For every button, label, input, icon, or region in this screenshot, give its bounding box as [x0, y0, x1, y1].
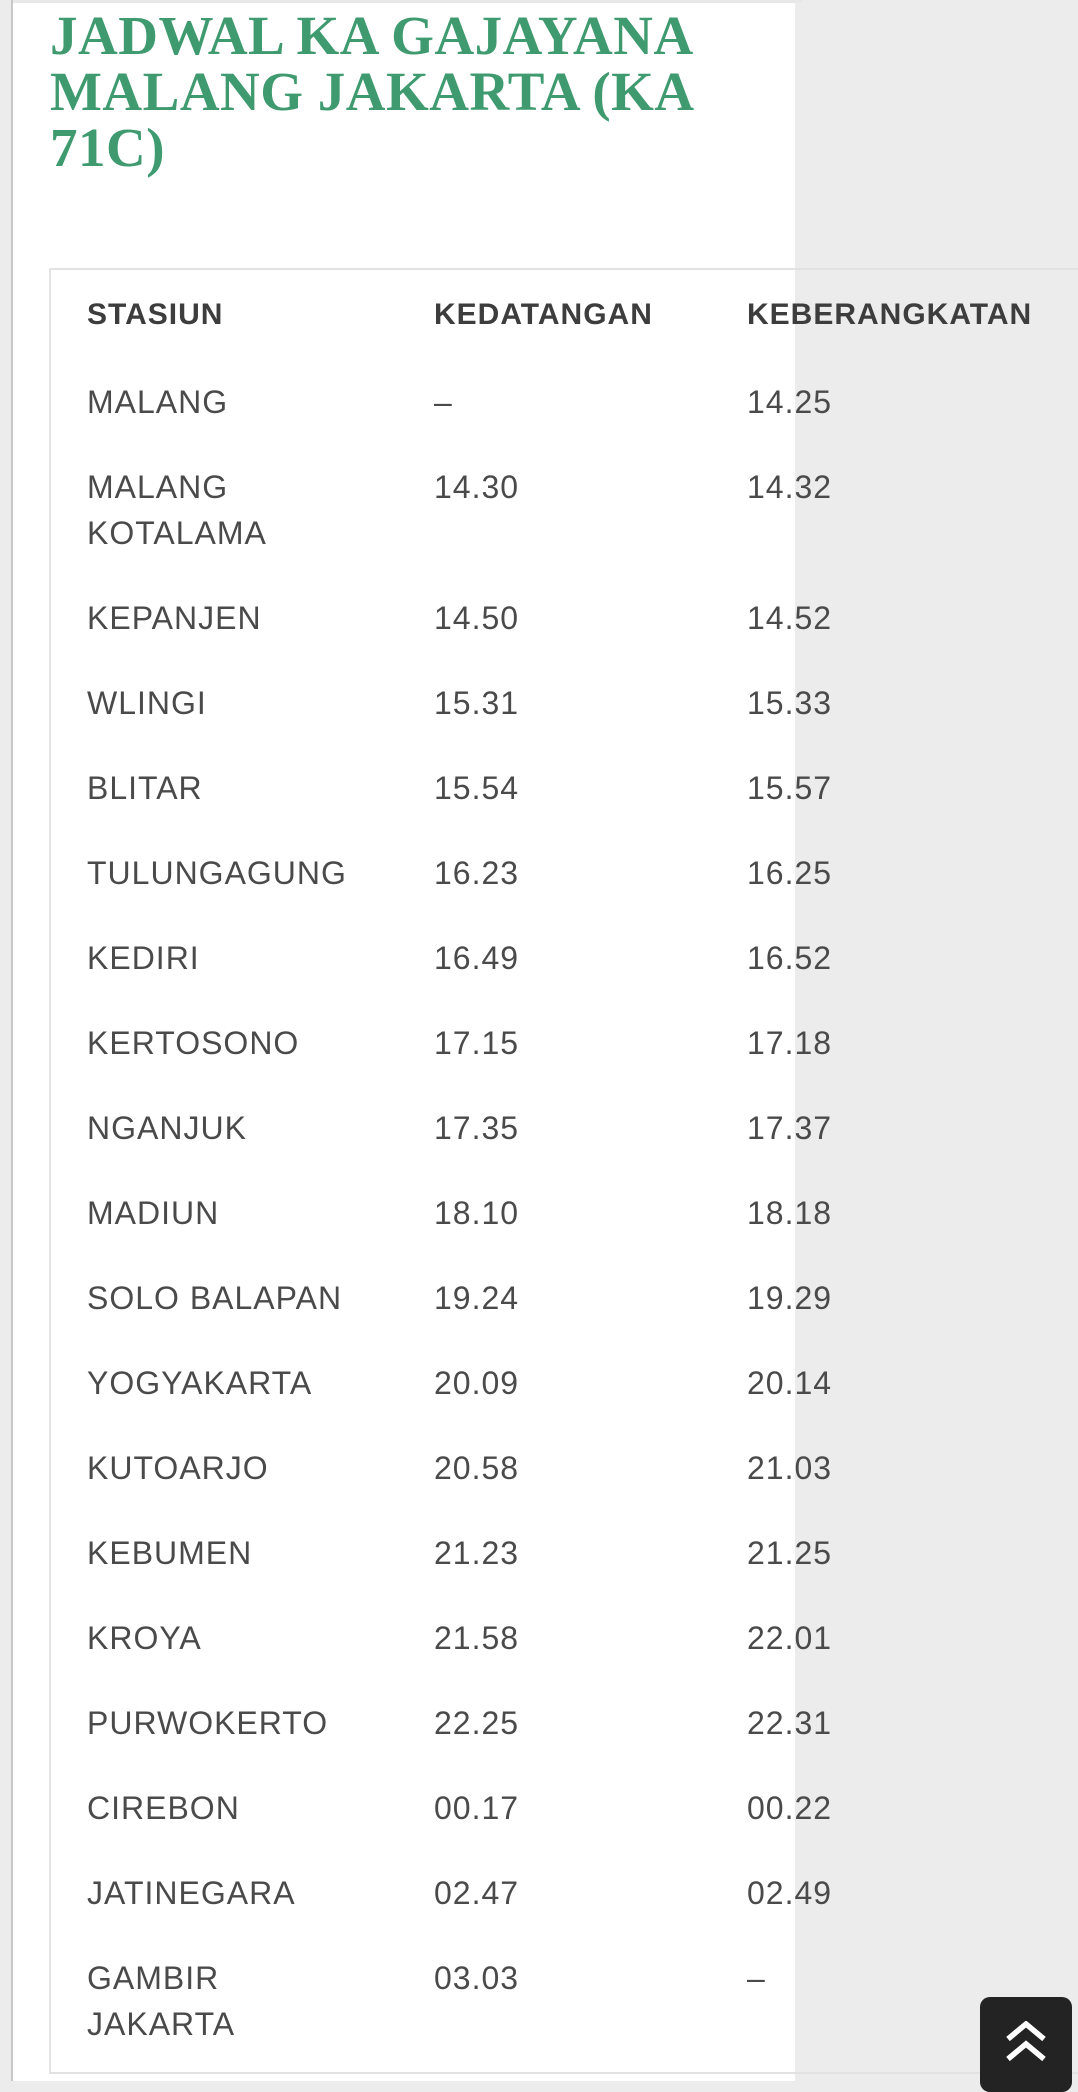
departure-cell: 02.49	[747, 1875, 833, 1911]
table-row: KEDIRI 16.49 16.52	[51, 916, 1078, 1001]
arrival-cell: 14.50	[434, 600, 520, 636]
departure-cell: 19.29	[747, 1280, 833, 1316]
departure-cell: 00.22	[747, 1790, 833, 1826]
table-row: KROYA 21.58 22.01	[51, 1596, 1078, 1681]
arrival-cell: 15.54	[434, 770, 520, 806]
article-content-column	[11, 0, 795, 2081]
arrival-cell: 20.09	[434, 1365, 520, 1401]
arrival-cell: 17.35	[434, 1110, 520, 1146]
departure-cell: 18.18	[747, 1195, 833, 1231]
schedule-table-body: MALANG – 14.25 MALANG KOTALAMA 14.30 14.32 KEP…	[51, 360, 1078, 2067]
arrival-cell: –	[434, 384, 453, 420]
departure-cell: 14.52	[747, 600, 833, 636]
arrival-cell: 19.24	[434, 1280, 520, 1316]
station-cell: NGANJUK	[87, 1110, 247, 1146]
arrival-cell: 00.17	[434, 1790, 520, 1826]
station-cell: KUTOARJO	[87, 1450, 269, 1486]
station-cell: CIREBON	[87, 1790, 240, 1826]
station-cell: WLINGI	[87, 685, 207, 721]
table-row: KEBUMEN 21.23 21.25	[51, 1511, 1078, 1596]
departure-cell: 22.01	[747, 1620, 833, 1656]
station-cell: KERTOSONO	[87, 1025, 300, 1061]
station-cell: KEBUMEN	[87, 1535, 253, 1571]
departure-cell: 21.03	[747, 1450, 833, 1486]
schedule-table: STASIUN KEDATANGAN KEBERANGKATAN MALANG – 14…	[51, 270, 1078, 2067]
table-row: JATINEGARA 02.47 02.49	[51, 1851, 1078, 1936]
departure-cell: 21.25	[747, 1535, 833, 1571]
table-row: KUTOARJO 20.58 21.03	[51, 1426, 1078, 1511]
station-cell: YOGYAKARTA	[87, 1365, 313, 1401]
scroll-to-top-button[interactable]	[980, 1997, 1072, 2092]
station-cell: MALANG	[87, 384, 229, 420]
arrival-cell: 02.47	[434, 1875, 520, 1911]
top-divider	[13, 0, 803, 3]
station-cell: MADIUN	[87, 1195, 220, 1231]
table-row: SOLO BALAPAN 19.24 19.29	[51, 1256, 1078, 1341]
station-cell: MALANG KOTALAMA	[87, 469, 267, 551]
departure-cell: 16.52	[747, 940, 833, 976]
table-row: MADIUN 18.10 18.18	[51, 1171, 1078, 1256]
table-row: MALANG – 14.25	[51, 360, 1078, 445]
station-cell: PURWOKERTO	[87, 1705, 329, 1741]
station-cell: KEDIRI	[87, 940, 200, 976]
departure-cell: 16.25	[747, 855, 833, 891]
station-cell: GAMBIR JAKARTA	[87, 1960, 236, 2042]
arrival-cell: 21.58	[434, 1620, 520, 1656]
station-cell: BLITAR	[87, 770, 203, 806]
departure-cell: 15.57	[747, 770, 833, 806]
departure-cell: 17.37	[747, 1110, 833, 1146]
column-header-keberangkatan: KEBERANGKATAN	[747, 298, 1033, 331]
arrival-cell: 18.10	[434, 1195, 520, 1231]
departure-cell: 22.31	[747, 1705, 833, 1741]
departure-cell: 14.25	[747, 384, 833, 420]
schedule-table-container: STASIUN KEDATANGAN KEBERANGKATAN MALANG – 14…	[49, 268, 1078, 2074]
departure-cell: 15.33	[747, 685, 833, 721]
arrival-cell: 16.23	[434, 855, 520, 891]
table-row: MALANG KOTALAMA 14.30 14.32	[51, 445, 1078, 576]
arrival-cell: 03.03	[434, 1960, 520, 1996]
table-row: PURWOKERTO 22.25 22.31	[51, 1681, 1078, 1766]
departure-cell: 20.14	[747, 1365, 833, 1401]
column-header-stasiun: STASIUN	[87, 298, 224, 331]
arrival-cell: 16.49	[434, 940, 520, 976]
arrival-cell: 15.31	[434, 685, 520, 721]
table-row: WLINGI 15.31 15.33	[51, 661, 1078, 746]
table-row: GAMBIR JAKARTA 03.03 –	[51, 1936, 1078, 2067]
table-row: TULUNGAGUNG 16.23 16.25	[51, 831, 1078, 916]
column-header-kedatangan: KEDATANGAN	[434, 298, 653, 331]
station-cell: KEPANJEN	[87, 600, 262, 636]
departure-cell: –	[747, 1960, 766, 1996]
arrival-cell: 22.25	[434, 1705, 520, 1741]
arrival-cell: 20.58	[434, 1450, 520, 1486]
table-header-row: STASIUN KEDATANGAN KEBERANGKATAN	[51, 270, 1078, 360]
station-cell: SOLO BALAPAN	[87, 1280, 343, 1316]
table-row: YOGYAKARTA 20.09 20.14	[51, 1341, 1078, 1426]
station-cell: TULUNGAGUNG	[87, 855, 347, 891]
table-row: CIREBON 00.17 00.22	[51, 1766, 1078, 1851]
arrival-cell: 21.23	[434, 1535, 520, 1571]
station-cell: JATINEGARA	[87, 1875, 296, 1911]
departure-cell: 14.32	[747, 469, 833, 505]
double-chevron-up-icon	[1003, 2021, 1049, 2065]
station-cell: KROYA	[87, 1620, 202, 1656]
table-row: NGANJUK 17.35 17.37	[51, 1086, 1078, 1171]
table-row: KEPANJEN 14.50 14.52	[51, 576, 1078, 661]
arrival-cell: 17.15	[434, 1025, 520, 1061]
departure-cell: 17.18	[747, 1025, 833, 1061]
table-row: KERTOSONO 17.15 17.18	[51, 1001, 1078, 1086]
page-title: JADWAL KA GAJAYANA MALANG JAKARTA (KA 71…	[50, 5, 692, 178]
arrival-cell: 14.30	[434, 469, 520, 505]
table-row: BLITAR 15.54 15.57	[51, 746, 1078, 831]
